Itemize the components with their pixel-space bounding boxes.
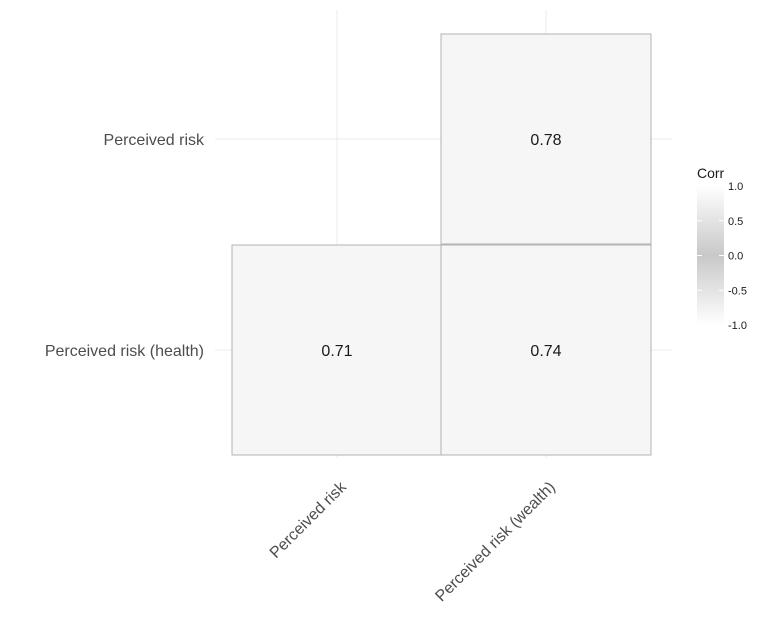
y-axis-tick-labels: Perceived risk (health) Perceived risk xyxy=(45,132,205,360)
heatmap-cells xyxy=(231,33,652,456)
cell-value-label-1: 0.74 xyxy=(530,343,561,360)
y-tick-label-0: Perceived risk (health) xyxy=(45,343,204,360)
legend-title: Corr xyxy=(697,165,725,181)
legend-tick-label-0: 1.0 xyxy=(728,181,743,193)
cell-labels: 0.71 0.74 0.78 xyxy=(321,132,561,360)
cell-value-label-0: 0.71 xyxy=(321,343,352,360)
heatmap-cell-2 xyxy=(440,33,652,245)
cell-value-label-2: 0.78 xyxy=(530,132,561,149)
y-tick-label-1: Perceived risk xyxy=(104,132,205,149)
color-legend: Corr 1.0 0.5 0.0 -0.5 -1.0 xyxy=(697,165,747,332)
legend-tick-label-2: 0.0 xyxy=(728,251,743,263)
legend-tick-label-4: -1.0 xyxy=(728,320,747,332)
heatmap-cell-0 xyxy=(231,244,443,456)
x-tick-label-1: Perceived risk (wealth) xyxy=(432,479,558,605)
legend-tick-label-1: 0.5 xyxy=(728,216,743,228)
heatmap-cell-1 xyxy=(440,244,652,456)
x-axis-tick-labels: Perceived risk Perceived risk (wealth) xyxy=(267,478,559,605)
legend-tick-label-3: -0.5 xyxy=(728,285,747,297)
x-tick-label-0: Perceived risk xyxy=(267,478,351,562)
